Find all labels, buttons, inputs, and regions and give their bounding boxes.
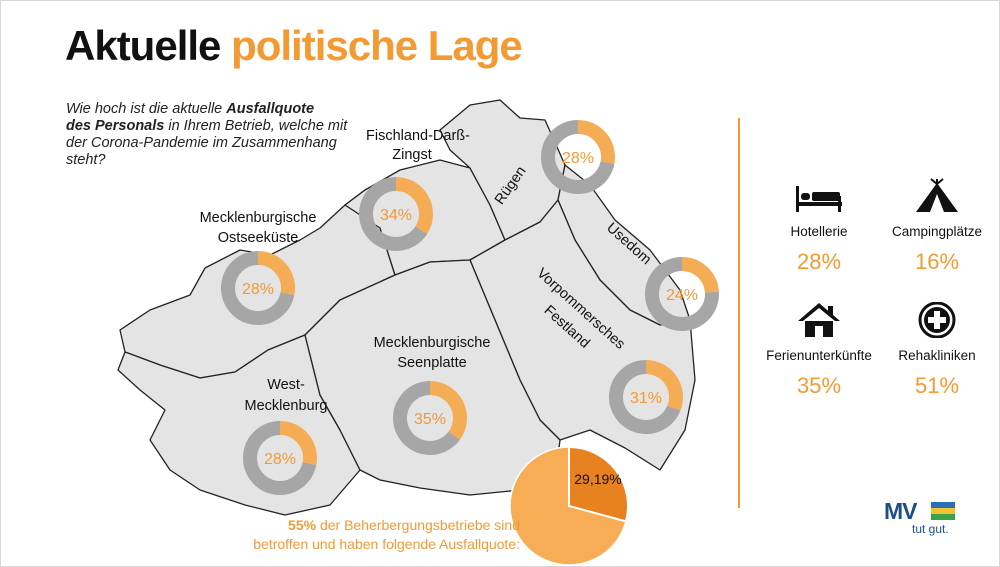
region-west-mecklenburg (117, 334, 361, 516)
tent-icon (872, 178, 1000, 214)
label-seenplatte-2: Seenplatte (397, 355, 466, 371)
note-line2: betroffen und haben folgende Ausfallquot… (253, 536, 520, 552)
donut-slice (429, 381, 467, 440)
donut-slice (645, 360, 683, 411)
category-label: Ferienunterkünfte (766, 348, 872, 363)
label-west-2: Mecklenburg (244, 398, 327, 414)
label-fischland-2: Zingst (392, 147, 432, 163)
category-hotellerie: Hotellerie 28% (754, 180, 884, 275)
label-ostsee-2: Ostseeküste (218, 230, 299, 246)
label-fischland-1: Fischland-Darß- (366, 128, 470, 144)
donut-remainder (645, 257, 719, 331)
survey-question: Wie hoch ist die aktuelle Ausfallquote de… (66, 101, 366, 169)
donut-value-label: 35% (414, 411, 446, 428)
donut-remainder (393, 381, 460, 455)
orange-divider (738, 118, 740, 508)
category-value: 35% (796, 373, 842, 398)
pie-slice-ausfallquote (568, 445, 629, 523)
donut-remainder (541, 120, 615, 194)
donut-rügen: 28% (541, 120, 615, 194)
donut-slice (577, 120, 615, 164)
donut-remainder (609, 360, 681, 434)
donut-fischland-darß-zingst: 34% (359, 177, 433, 251)
pie-value-label: 29,19% (574, 471, 621, 487)
donut-mecklenburgische-ostseeküste: 28% (221, 251, 295, 325)
donut-value-label: 24% (666, 287, 698, 304)
donut-west-mecklenburg: 28% (243, 421, 317, 495)
question-text-1: Wie hoch ist die aktuelle (66, 101, 227, 117)
category-value: 51% (914, 373, 960, 398)
donut-value-label: 34% (380, 207, 412, 224)
category-value: 28% (796, 249, 842, 274)
logo-text: MV (884, 498, 917, 524)
label-ostsee-1: Mecklenburgische (200, 210, 317, 226)
donut-remainder (359, 177, 428, 251)
donut-remainder (243, 421, 317, 495)
category-label: Hotellerie (790, 224, 848, 239)
donut-layer: 34% 28% 28% 24% 31% 35% 28% (221, 120, 719, 495)
house-icon (754, 303, 884, 338)
donut-remainder (221, 251, 295, 325)
category-campingplaetze: Campingplätze 16% (872, 178, 1000, 275)
medical-cross-icon (872, 302, 1000, 338)
page-title: Aktuelle politische Lage (65, 22, 523, 70)
donut-vorpommersches-festland: 31% (609, 360, 683, 434)
label-seenplatte-1: Mecklenburgische (374, 335, 491, 351)
category-label: Campingplätze (891, 224, 983, 239)
category-label: Rehakliniken (898, 348, 976, 363)
donut-value-label: 28% (264, 451, 296, 468)
donut-mecklenburgische-seenplatte: 35% (393, 381, 467, 455)
donut-slice (279, 421, 317, 465)
category-ferienunterkuenfte: Ferienunterkünfte 35% (754, 303, 884, 399)
donut-slice (681, 257, 719, 294)
ausfallquote-pie: 29,19% (509, 445, 629, 566)
region-map (117, 99, 696, 516)
note-bold: 55% (288, 517, 317, 533)
donut-value-label: 31% (630, 390, 662, 407)
title-part2: politische Lage (231, 22, 523, 69)
mv-logo: MV tut gut. (884, 498, 974, 538)
question-text-2: in Ihrem Betrieb, welche mit der Corona-… (66, 118, 348, 168)
category-value: 16% (914, 249, 960, 274)
category-rehakliniken: Rehakliniken 51% (872, 302, 1000, 399)
donut-slice (395, 177, 433, 234)
affected-note: 55% der Beherbergungsbetriebe sind betrof… (238, 516, 520, 554)
donut-value-label: 28% (242, 281, 274, 298)
bed-icon (754, 180, 884, 214)
logo-slogan: tut gut. (912, 522, 949, 536)
note-line1: der Beherbergungsbetriebe sind (316, 517, 520, 533)
donut-usedom: 24% (645, 257, 719, 331)
question-bold-2: des Personals (66, 118, 165, 134)
logo-flag-icon (931, 502, 955, 520)
title-part1: Aktuelle (65, 22, 221, 69)
question-bold-1: Ausfallquote (226, 101, 315, 117)
donut-value-label: 28% (562, 150, 594, 167)
donut-slice (257, 251, 295, 295)
label-west-1: West- (267, 377, 305, 393)
